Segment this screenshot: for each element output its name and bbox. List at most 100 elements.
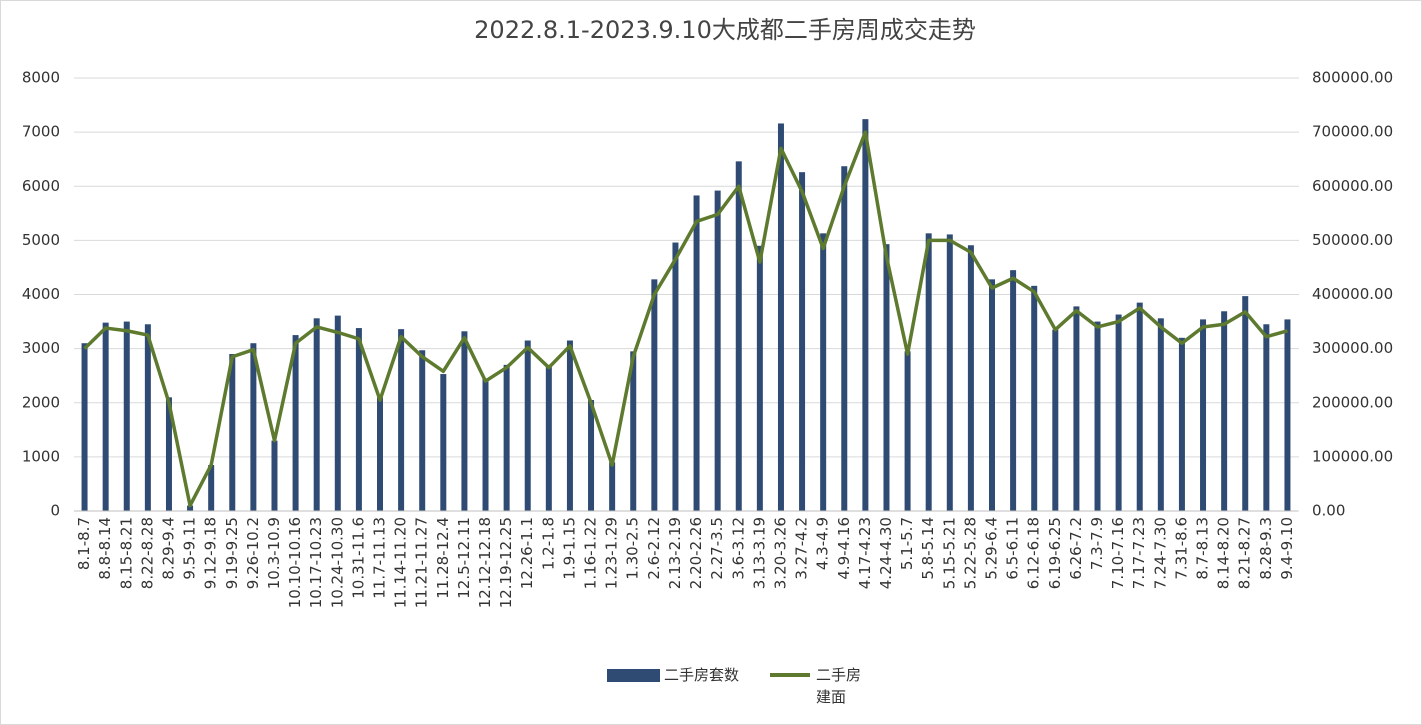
bar <box>313 318 320 511</box>
x-tick-label: 10.3-10.9 <box>265 517 283 589</box>
x-tick-label: 12.12-12.18 <box>476 517 494 608</box>
y-tick-label: 8000 <box>22 69 60 87</box>
x-tick-label: 5.8-5.14 <box>919 517 937 580</box>
legend-label: 二手房建面 <box>816 666 862 706</box>
bar <box>545 364 552 511</box>
x-tick-label: 1.9-1.15 <box>560 517 578 580</box>
legend-swatch <box>607 669 660 682</box>
x-tick-label: 3.20-3.26 <box>771 517 789 589</box>
bar <box>566 340 573 511</box>
bar <box>1115 314 1122 511</box>
legend-label: 二手房套数 <box>664 666 740 684</box>
x-tick-label: 5.22-5.28 <box>961 517 979 589</box>
bar <box>187 505 194 511</box>
x-tick-label: 4.9-4.16 <box>835 517 853 580</box>
x-tick-label: 4.24-4.30 <box>877 517 895 589</box>
bar <box>883 244 890 511</box>
y-tick-label: 6000 <box>22 177 60 195</box>
x-tick-label: 10.24-10.30 <box>328 517 346 608</box>
x-tick-label: 3.27-4.2 <box>793 517 811 580</box>
x-tick-label: 10.31-11.6 <box>349 517 367 599</box>
bar <box>841 166 848 511</box>
x-tick-label: 1.2-1.8 <box>539 517 557 570</box>
y2-tick-label: 800000.00 <box>1312 69 1393 87</box>
x-tick-label: 9.4-9.10 <box>1278 517 1296 580</box>
x-tick-label: 8.15-8.21 <box>117 517 135 589</box>
bar <box>967 245 974 511</box>
x-tick-label: 8.14-8.20 <box>1215 517 1233 589</box>
x-tick-label: 2.13-2.19 <box>666 517 684 589</box>
x-tick-label: 1.16-1.22 <box>582 517 600 589</box>
bar <box>777 123 784 511</box>
y2-tick-label: 600000.00 <box>1312 177 1393 195</box>
x-tick-label: 7.31-8.6 <box>1172 517 1190 580</box>
y-tick-label: 3000 <box>22 339 60 357</box>
bar <box>904 351 911 511</box>
x-tick-label: 9.12-9.18 <box>202 517 220 589</box>
bar <box>250 343 257 511</box>
bar <box>419 350 426 511</box>
bar <box>144 324 151 511</box>
bar <box>1073 306 1080 511</box>
x-tick-label: 11.28-12.4 <box>434 517 452 599</box>
x-tick-label: 7.10-7.16 <box>1109 517 1127 589</box>
y2-tick-label: 100000.00 <box>1312 447 1393 465</box>
bar <box>440 374 447 511</box>
x-tick-label: 4.3-4.9 <box>814 517 832 570</box>
x-tick-label: 3.6-3.12 <box>729 517 747 580</box>
y-tick-label: 5000 <box>22 231 60 249</box>
x-tick-label: 10.10-10.16 <box>286 517 304 608</box>
bar <box>1010 270 1017 511</box>
x-tick-label: 6.5-6.11 <box>1004 517 1022 580</box>
bar <box>609 462 616 511</box>
y-tick-label: 1000 <box>22 447 60 465</box>
bar <box>461 331 468 511</box>
bar <box>735 161 742 512</box>
bar <box>503 364 510 511</box>
bar <box>165 397 172 511</box>
x-tick-label: 2.20-2.26 <box>687 517 705 589</box>
y2-tick-label: 500000.00 <box>1312 231 1393 249</box>
x-tick-label: 5.15-5.21 <box>940 517 958 589</box>
bar <box>1263 324 1270 511</box>
legend-entry: 二手房套数 <box>664 666 740 684</box>
bar <box>1221 311 1228 511</box>
bar <box>1094 321 1101 511</box>
bar <box>925 233 932 511</box>
bar <box>1178 337 1185 511</box>
y-tick-label: 4000 <box>22 285 60 303</box>
x-tick-label: 1.23-1.29 <box>603 517 621 589</box>
bar <box>377 397 383 511</box>
bar <box>756 245 763 511</box>
x-tick-label: 5.1-5.7 <box>898 517 916 570</box>
x-tick-label: 6.12-6.18 <box>1025 517 1043 589</box>
x-tick-label: 11.7-11.13 <box>371 517 389 599</box>
x-tick-label: 3.13-3.19 <box>750 517 768 589</box>
x-tick-label: 4.17-4.23 <box>856 517 874 589</box>
bar <box>355 328 362 511</box>
x-tick-label: 6.19-6.25 <box>1046 517 1064 589</box>
x-tick-label: 2.27-3.5 <box>708 517 726 580</box>
bar <box>292 335 299 511</box>
bar <box>630 351 637 511</box>
x-tick-label: 12.19-12.25 <box>497 517 515 608</box>
bar <box>672 242 679 512</box>
x-tick-label: 9.5-9.11 <box>181 517 199 580</box>
bar <box>398 329 405 511</box>
x-tick-label: 11.14-11.20 <box>392 517 410 608</box>
bar <box>1200 319 1207 511</box>
y2-tick-label: 300000.00 <box>1312 339 1393 357</box>
x-tick-label: 8.28-9.3 <box>1257 517 1275 580</box>
bar <box>102 322 109 511</box>
x-tick-label: 7.24-7.30 <box>1151 517 1169 589</box>
bar <box>714 190 721 511</box>
legend-entry: 二手房建面 <box>816 666 862 706</box>
x-tick-label: 12.5-12.11 <box>455 517 473 599</box>
x-tick-label: 9.19-9.25 <box>223 517 241 589</box>
bar <box>271 440 278 511</box>
y2-tick-label: 400000.00 <box>1312 285 1393 303</box>
bar <box>81 343 88 511</box>
x-tick-label: 6.26-7.2 <box>1067 517 1085 580</box>
bar <box>693 195 700 512</box>
